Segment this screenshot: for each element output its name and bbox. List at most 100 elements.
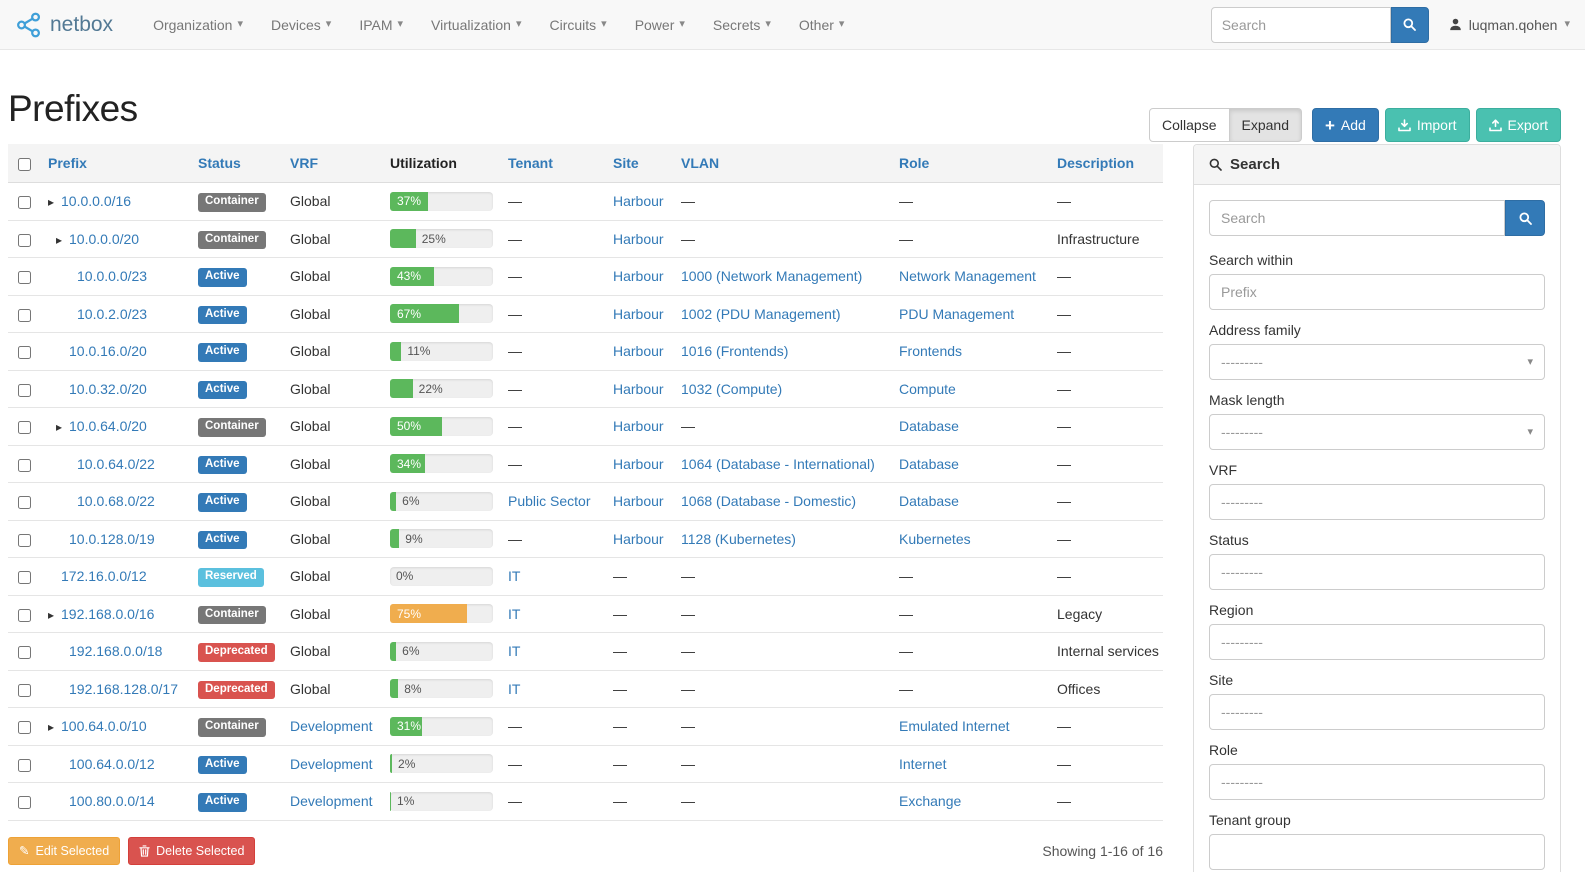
vlan-link[interactable]: 1068 (Database - Domestic)	[681, 493, 857, 510]
vrf-link[interactable]: Development	[290, 718, 373, 735]
prefix-link[interactable]: 192.168.128.0/17	[69, 680, 178, 697]
global-search-input[interactable]	[1210, 6, 1391, 43]
vlan-link[interactable]: 1000 (Network Management)	[681, 268, 863, 285]
expand-toggle-icon[interactable]: ▸	[48, 720, 55, 735]
row-checkbox[interactable]	[17, 796, 31, 810]
vrf-filter-input[interactable]	[1209, 484, 1545, 520]
prefix-link[interactable]: 10.0.128.0/19	[69, 530, 155, 547]
row-checkbox[interactable]	[17, 683, 31, 697]
search-within-input[interactable]	[1209, 274, 1545, 310]
nav-menu-power[interactable]: Power ▾	[634, 16, 685, 33]
address-family-select[interactable]: --------- ▾	[1209, 344, 1545, 380]
vlan-link[interactable]: 1032 (Compute)	[681, 380, 783, 397]
nav-menu-virtualization[interactable]: Virtualization ▾	[431, 16, 522, 33]
tenant-link[interactable]: IT	[508, 605, 521, 622]
import-button[interactable]: Import	[1384, 108, 1470, 142]
site-link[interactable]: Harbour	[613, 493, 664, 510]
tenant-link[interactable]: IT	[508, 643, 521, 660]
header-site[interactable]: Site	[605, 144, 673, 183]
site-link[interactable]: Harbour	[613, 455, 664, 472]
prefix-link[interactable]: 10.0.68.0/22	[77, 493, 155, 510]
row-checkbox[interactable]	[17, 721, 31, 735]
prefix-link[interactable]: 10.0.32.0/20	[69, 380, 147, 397]
prefix-link[interactable]: 10.0.64.0/20	[69, 418, 147, 435]
header-vrf[interactable]: VRF	[282, 144, 382, 183]
region-filter-input[interactable]	[1209, 624, 1545, 660]
nav-menu-ipam[interactable]: IPAM ▾	[359, 16, 404, 33]
role-link[interactable]: Exchange	[899, 793, 962, 810]
prefix-link[interactable]: 10.0.0.0/16	[61, 193, 132, 210]
row-checkbox[interactable]	[17, 608, 31, 622]
status-filter-input[interactable]	[1209, 554, 1545, 590]
expand-button[interactable]: Expand	[1229, 108, 1302, 142]
expand-toggle-icon[interactable]: ▸	[48, 195, 55, 210]
site-link[interactable]: Harbour	[613, 343, 664, 360]
header-description[interactable]: Description	[1049, 144, 1163, 183]
row-checkbox[interactable]	[17, 758, 31, 772]
nav-menu-other[interactable]: Other ▾	[798, 16, 845, 33]
netbox-brand[interactable]: netbox	[15, 11, 113, 39]
row-checkbox[interactable]	[17, 496, 31, 510]
role-link[interactable]: Database	[899, 493, 959, 510]
vlan-link[interactable]: 1128 (Kubernetes)	[681, 530, 796, 547]
header-status[interactable]: Status	[190, 144, 282, 183]
expand-toggle-icon[interactable]: ▸	[48, 607, 55, 622]
vlan-link[interactable]: 1016 (Frontends)	[681, 343, 789, 360]
header-prefix[interactable]: Prefix	[40, 144, 190, 183]
row-checkbox[interactable]	[17, 346, 31, 360]
role-link[interactable]: Emulated Internet	[899, 718, 1010, 735]
site-link[interactable]: Harbour	[613, 418, 664, 435]
site-link[interactable]: Harbour	[613, 305, 664, 322]
vrf-link[interactable]: Development	[290, 755, 373, 772]
row-checkbox[interactable]	[17, 308, 31, 322]
site-link[interactable]: Harbour	[613, 193, 664, 210]
prefix-link[interactable]: 192.168.0.0/16	[61, 605, 155, 622]
prefix-link[interactable]: 10.0.16.0/20	[69, 343, 147, 360]
select-all-checkbox[interactable]	[17, 157, 31, 171]
header-vlan[interactable]: VLAN	[673, 144, 891, 183]
sidebar-search-button[interactable]	[1505, 200, 1545, 236]
site-link[interactable]: Harbour	[613, 380, 664, 397]
tenant-link[interactable]: IT	[508, 680, 521, 697]
prefix-link[interactable]: 10.0.0.0/23	[77, 268, 148, 285]
user-menu[interactable]: luqman.qohen ▾	[1449, 17, 1570, 33]
row-checkbox[interactable]	[17, 233, 31, 247]
role-link[interactable]: Database	[899, 455, 959, 472]
role-link[interactable]: Compute	[899, 380, 956, 397]
row-checkbox[interactable]	[17, 383, 31, 397]
prefix-link[interactable]: 100.64.0.0/10	[61, 718, 147, 735]
site-filter-input[interactable]	[1209, 694, 1545, 730]
prefix-link[interactable]: 10.0.2.0/23	[77, 305, 148, 322]
role-link[interactable]: Network Management	[899, 268, 1036, 285]
prefix-link[interactable]: 192.168.0.0/18	[69, 643, 163, 660]
vlan-link[interactable]: 1064 (Database - International)	[681, 455, 875, 472]
site-link[interactable]: Harbour	[613, 530, 664, 547]
edit-selected-button[interactable]: ✎ Edit Selected	[8, 836, 121, 865]
prefix-link[interactable]: 10.0.0.0/20	[69, 230, 140, 247]
tenant-group-filter-input[interactable]	[1209, 834, 1545, 870]
role-link[interactable]: PDU Management	[899, 305, 1015, 322]
tenant-link[interactable]: IT	[508, 568, 521, 585]
prefix-link[interactable]: 100.80.0.0/14	[69, 793, 155, 810]
prefix-link[interactable]: 100.64.0.0/12	[69, 755, 155, 772]
header-role[interactable]: Role	[891, 144, 1049, 183]
role-link[interactable]: Internet	[899, 755, 947, 772]
prefix-link[interactable]: 10.0.64.0/22	[77, 455, 155, 472]
vrf-link[interactable]: Development	[290, 793, 373, 810]
header-tenant[interactable]: Tenant	[500, 144, 605, 183]
tenant-link[interactable]: Public Sector	[508, 493, 591, 510]
site-link[interactable]: Harbour	[613, 230, 664, 247]
row-checkbox[interactable]	[17, 421, 31, 435]
mask-length-select[interactable]: --------- ▾	[1209, 414, 1545, 450]
row-checkbox[interactable]	[17, 571, 31, 585]
site-link[interactable]: Harbour	[613, 268, 664, 285]
role-link[interactable]: Kubernetes	[899, 530, 971, 547]
global-search-button[interactable]	[1390, 6, 1429, 43]
role-filter-input[interactable]	[1209, 764, 1545, 800]
add-button[interactable]: + Add	[1311, 108, 1379, 142]
role-link[interactable]: Frontends	[899, 343, 963, 360]
nav-menu-circuits[interactable]: Circuits ▾	[549, 16, 607, 33]
vlan-link[interactable]: 1002 (PDU Management)	[681, 305, 841, 322]
nav-menu-organization[interactable]: Organization ▾	[153, 16, 243, 33]
nav-menu-secrets[interactable]: Secrets ▾	[712, 16, 771, 33]
